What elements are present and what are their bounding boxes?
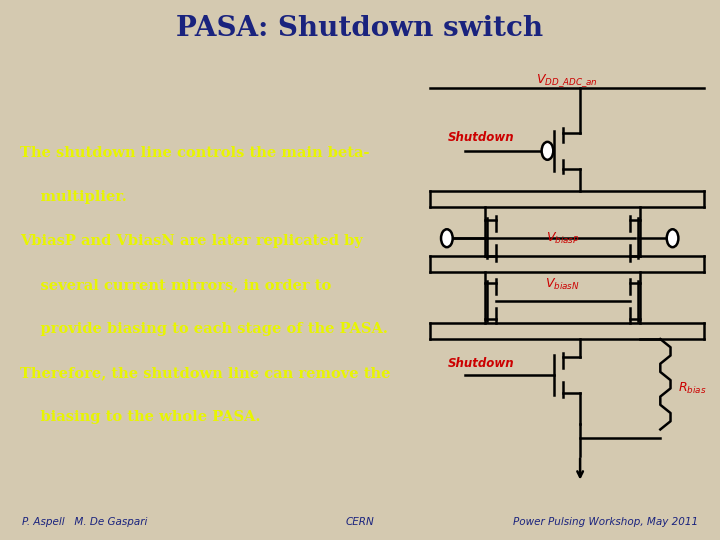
Text: $R_{bias}$: $R_{bias}$ bbox=[678, 381, 706, 396]
Text: several current mirrors, in order to: several current mirrors, in order to bbox=[19, 278, 331, 292]
Circle shape bbox=[667, 230, 678, 247]
Text: multiplier.: multiplier. bbox=[19, 190, 127, 204]
Text: $V_{biasP}$: $V_{biasP}$ bbox=[546, 231, 580, 246]
Circle shape bbox=[441, 230, 453, 247]
Text: VbiasP and VbiasN are later replicated by: VbiasP and VbiasN are later replicated b… bbox=[19, 234, 362, 248]
Text: Therefore, the shutdown line can remove the: Therefore, the shutdown line can remove … bbox=[19, 366, 390, 380]
Text: PASA: Shutdown switch: PASA: Shutdown switch bbox=[176, 15, 544, 42]
Text: $V_{DD\_ADC\_an}$: $V_{DD\_ADC\_an}$ bbox=[536, 72, 598, 89]
Text: The shutdown line controls the main beta-: The shutdown line controls the main beta… bbox=[19, 146, 369, 160]
Text: Shutdown: Shutdown bbox=[447, 357, 514, 370]
Text: provide biasing to each stage of the PASA.: provide biasing to each stage of the PAS… bbox=[19, 322, 387, 336]
Circle shape bbox=[541, 142, 553, 160]
Text: Shutdown: Shutdown bbox=[447, 131, 514, 144]
Text: CERN: CERN bbox=[346, 517, 374, 528]
Text: P. Aspell   M. De Gaspari: P. Aspell M. De Gaspari bbox=[22, 517, 147, 528]
Text: Power Pulsing Workshop, May 2011: Power Pulsing Workshop, May 2011 bbox=[513, 517, 698, 528]
Text: biasing to the whole PASA.: biasing to the whole PASA. bbox=[19, 410, 260, 424]
Text: $V_{biasN}$: $V_{biasN}$ bbox=[545, 277, 580, 292]
